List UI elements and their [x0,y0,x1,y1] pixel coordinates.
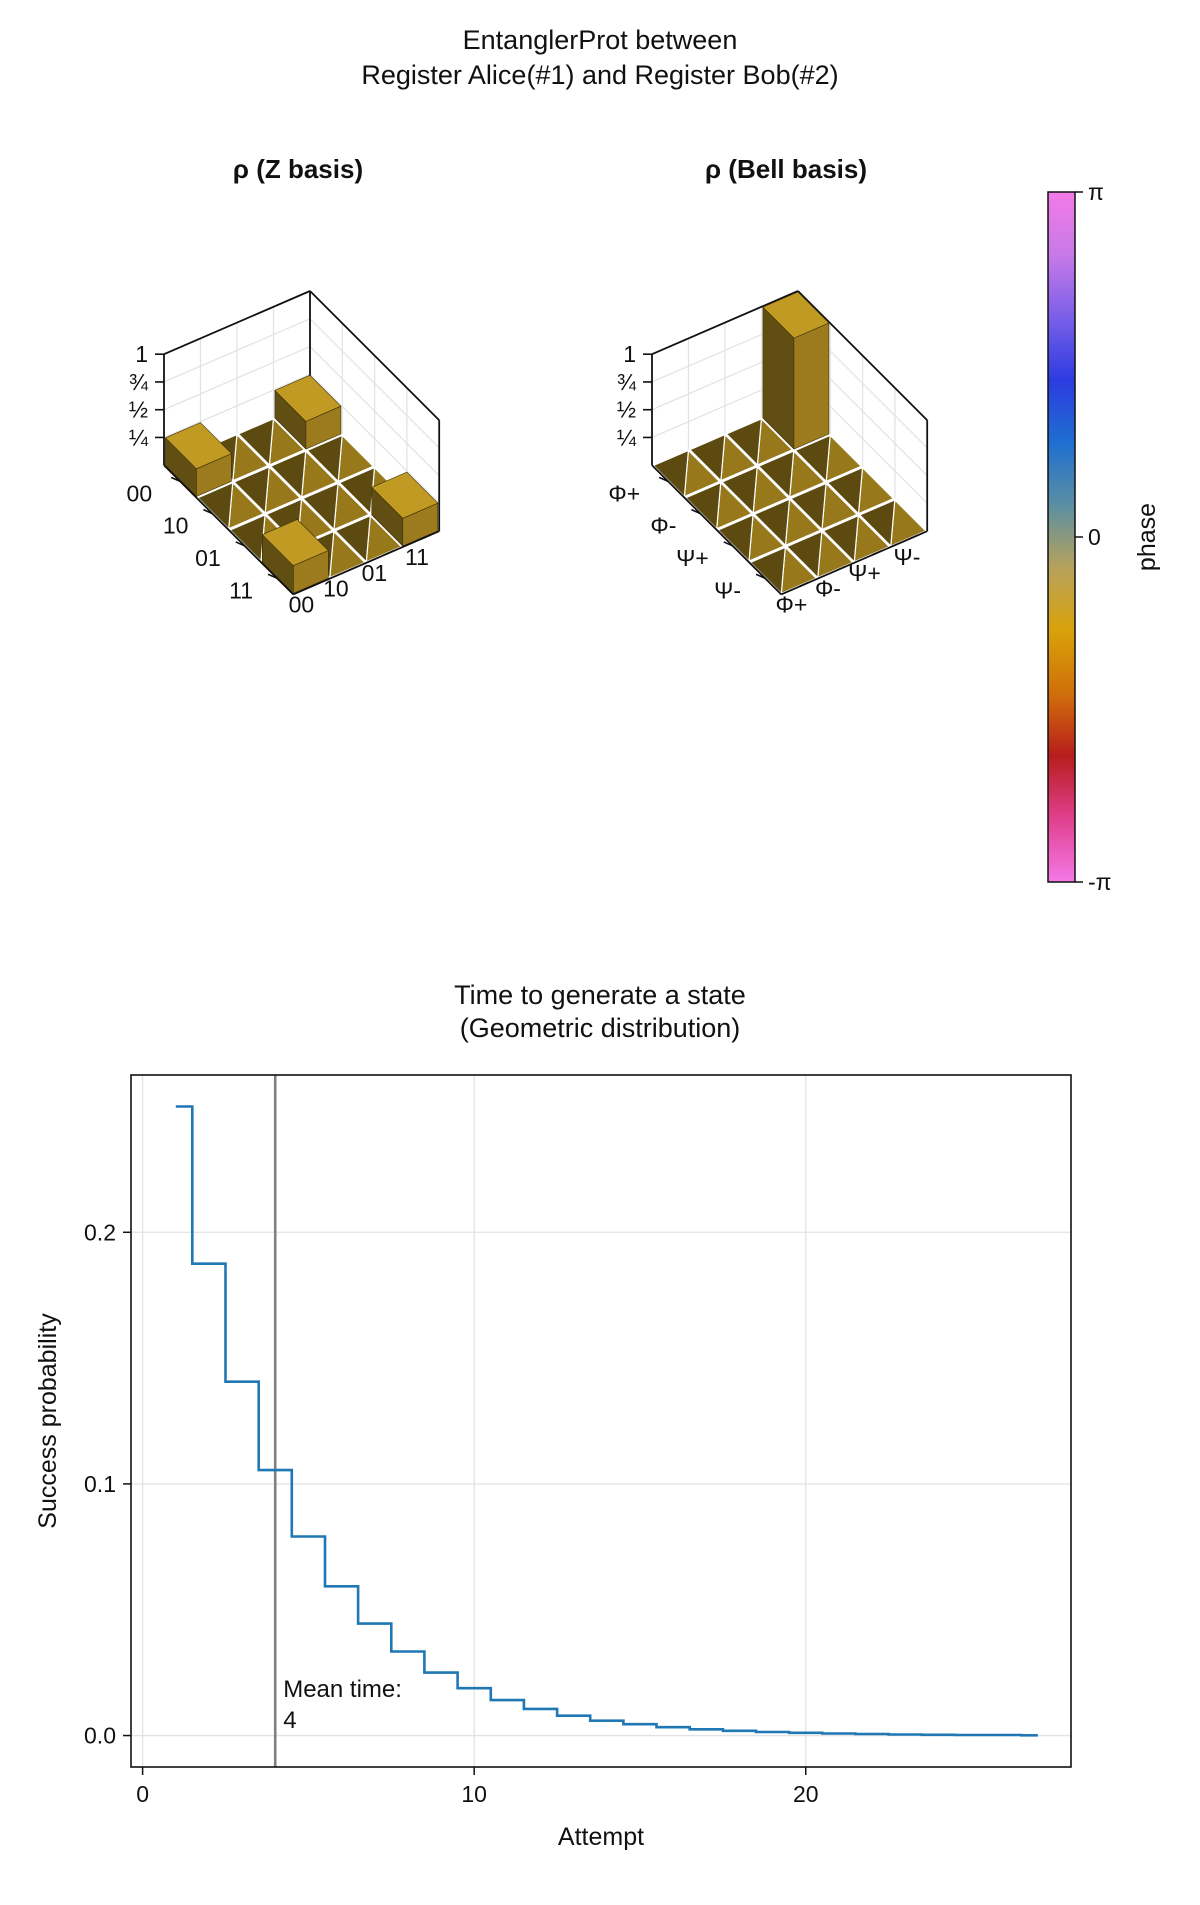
x-tick-label: 20 [793,1781,819,1807]
mean-time-annotation-line1: Mean time: [283,1676,402,1703]
line-chart-title-line1: Time to generate a state [454,980,746,1010]
y-tick-label: 0.1 [84,1471,116,1497]
line-chart-title-line2: (Geometric distribution) [460,1013,741,1043]
z-tick-label: 1 [623,341,636,367]
flat-bar-side [721,466,758,514]
y-axis-label: Success probability [34,1313,62,1529]
flat-bar-side [790,482,827,531]
bar-top-face [371,471,439,519]
back-left-top-edge [163,290,311,356]
colorbar-tick-label: π [1088,179,1104,205]
flat-bar-side [302,482,339,531]
z-tick-label: 1 [135,341,148,367]
flat-bar-side [306,434,343,482]
z-tick-label: ½ [617,397,636,423]
row-tick-mark [267,573,278,579]
row-tick-label: 10 [163,513,189,539]
row-tick-label: 01 [195,545,221,571]
col-tick-mark [799,581,809,588]
x-axis-label: Attempt [558,1823,644,1851]
flat-bar-side [758,450,795,498]
col-tick-label: Ψ+ [848,560,881,586]
z-tick-label: ¼ [617,424,637,450]
col-tick-mark [347,565,358,572]
col-tick-mark [908,534,919,540]
z-tick-label: ½ [129,397,148,423]
col-tick-label: Ψ- [894,544,921,570]
row-tick-mark [235,541,246,547]
flat-bar-side [270,450,307,498]
bar-top-face [165,422,232,470]
row-tick-mark [723,541,734,547]
row-tick-label: Ψ+ [676,545,709,571]
col-tick-label: 01 [362,560,388,586]
geometric-distribution-chart: 0 10 20 0.0 0.1 0.2 Attempt Success probability… [34,1074,1072,1851]
flat-bar-side [822,515,859,563]
flat-bar-side [652,449,690,498]
row-tick-mark [658,476,669,483]
col-tick-label: 10 [323,576,349,602]
plot-frame [130,1074,1072,1768]
y-tick-label: 0.0 [84,1723,116,1749]
success-probability-series [175,1105,1038,1737]
bar-right-face [793,322,830,450]
bell-basis-title: ρ (Bell basis) [705,154,867,184]
col-tick-mark [872,550,882,556]
col-tick-mark [384,550,394,556]
back-top-edge [309,290,440,421]
y-tick-label: 0.2 [84,1219,116,1245]
flat-bar-side [334,515,371,563]
row-tick-mark [755,573,766,579]
colorbar-tick-label: -π [1088,869,1112,895]
col-tick-mark [311,581,321,588]
x-tick-label: 0 [136,1781,149,1807]
row-tick-label: 00 [127,480,153,506]
flat-bar-side [689,434,726,482]
floor-front-edge [163,464,294,596]
col-tick-label: Φ- [815,576,841,602]
bar-top-face [261,519,329,567]
z-tick-label: ¼ [129,424,149,450]
bell-basis-3d-bar-chart: 1¾½¼Φ+Φ-Ψ+Ψ-Φ+Φ-Ψ+Ψ- [608,290,929,618]
z-basis-title: ρ (Z basis) [233,154,363,184]
flat-bar-side [794,434,831,482]
row-tick-mark [203,508,213,515]
colorbar-tick-label: 0 [1088,524,1101,550]
floor-front-edge [651,464,782,596]
colorbar-label: phase [1133,503,1161,571]
figure-title-line1: EntanglerProt between [463,25,738,55]
row-tick-label: Ψ- [714,577,741,603]
row-tick-label: Φ- [650,513,676,539]
col-tick-mark [420,534,431,540]
row-tick-mark [691,508,701,515]
row-tick-label: 11 [229,577,253,603]
row-tick-mark [170,476,181,483]
col-tick-label: Φ+ [776,592,808,618]
z-tick-label: ¾ [617,369,637,395]
flat-bar-side [725,418,763,466]
flat-bar-side [786,530,823,579]
x-tick-label: 10 [461,1781,487,1807]
figure-title-line2: Register Alice(#1) and Register Bob(#2) [361,60,838,90]
colorbar-bar [1047,191,1076,883]
flat-bar-side [753,498,791,546]
row-tick-label: Φ+ [608,480,640,506]
phase-colorbar: π 0 -π phase [1047,179,1161,895]
col-tick-mark [835,565,846,572]
flat-bar-side [859,499,896,547]
col-tick-label: 11 [405,544,429,570]
bar-top-face [274,374,342,422]
mean-time-annotation-line2: 4 [283,1707,296,1734]
flat-bar-side [237,418,274,466]
flat-bar-side [233,466,270,514]
col-tick-label: 00 [289,592,315,618]
back-left-top-edge [651,290,799,356]
z-tick-label: ¾ [129,369,149,395]
back-top-edge [797,290,928,421]
flat-bar-side [826,467,864,515]
bar-top-face [762,291,830,339]
